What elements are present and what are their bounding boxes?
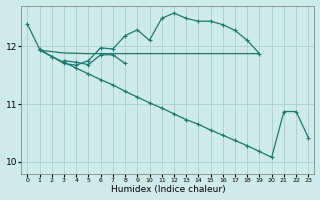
X-axis label: Humidex (Indice chaleur): Humidex (Indice chaleur) [110,185,225,194]
